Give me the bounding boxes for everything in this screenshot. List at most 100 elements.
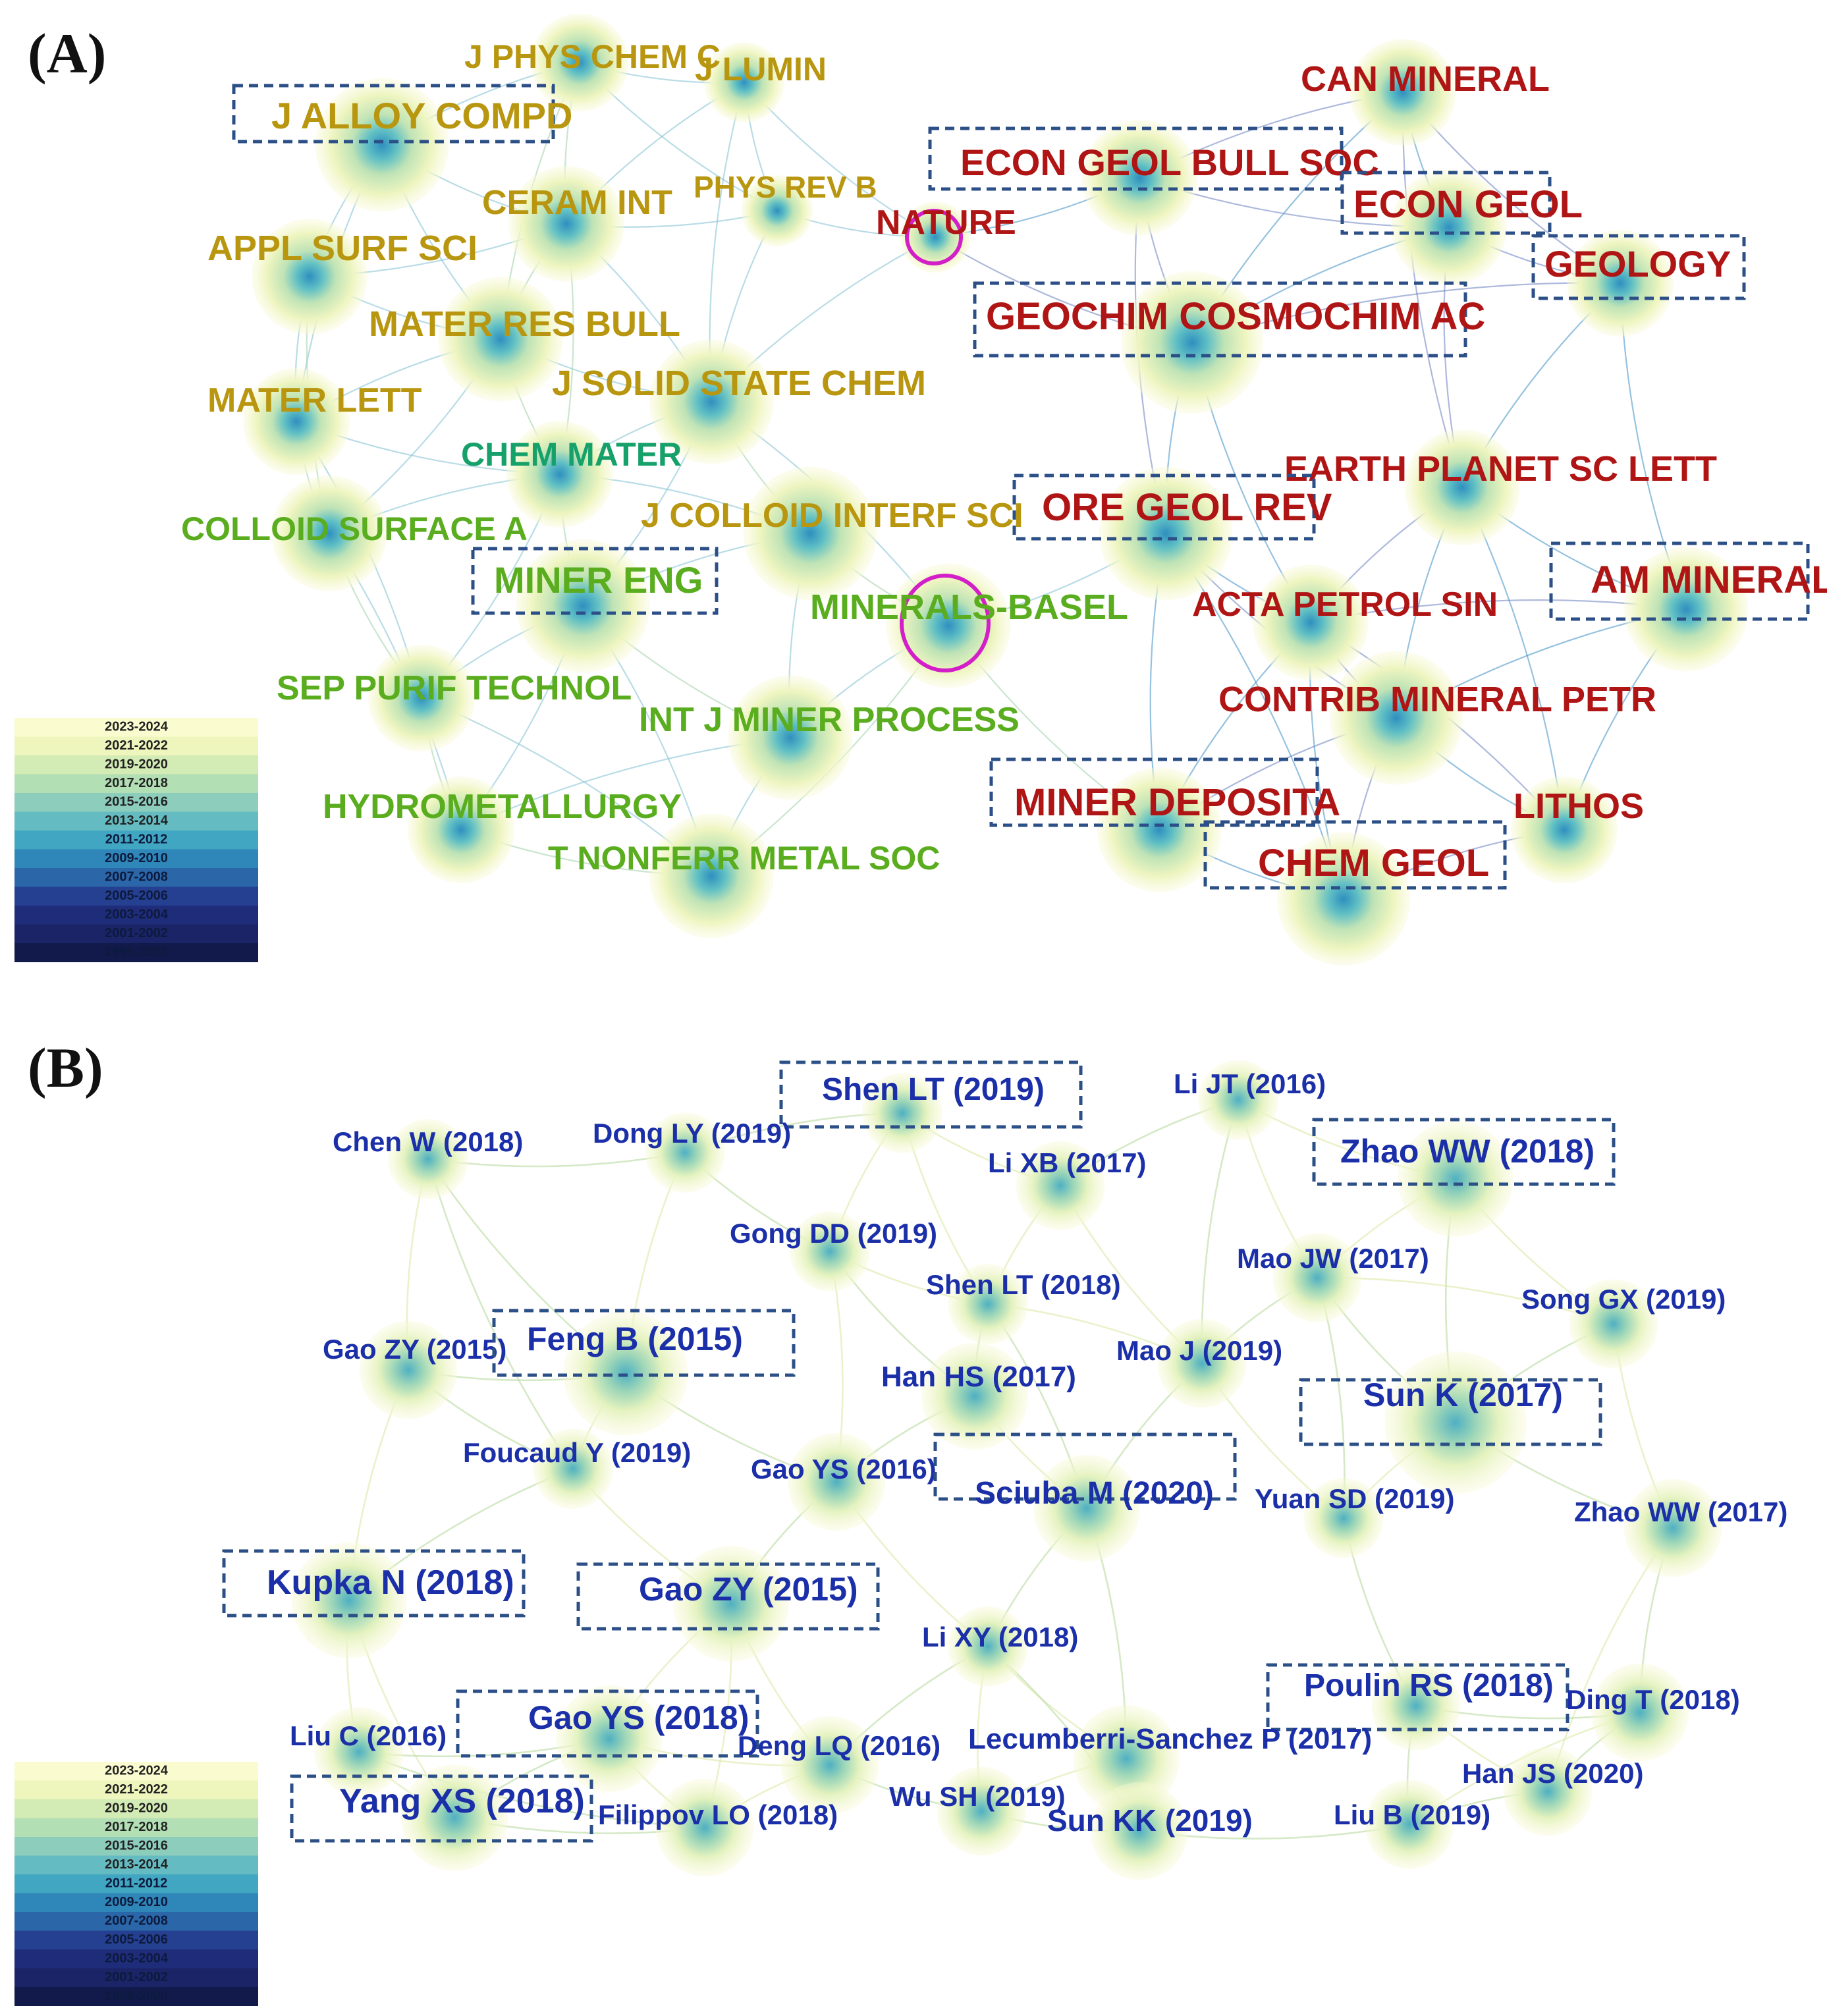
node-label-contrib-mineral-petr: CONTRIB MINERAL PETR bbox=[1218, 680, 1656, 719]
node-label-j-alloy-compd: J ALLOY COMPD bbox=[271, 95, 572, 136]
network-node bbox=[533, 1429, 613, 1509]
panel-b-year-legend: 2023-2024 2021-2022 2019-2020 2017-2018 2015… bbox=[14, 1762, 258, 2006]
legend-swatch bbox=[14, 736, 258, 756]
node-label-zhao-ww-2017: Zhao WW (2017) bbox=[1574, 1496, 1787, 1527]
network-node bbox=[1567, 230, 1674, 337]
node-label-sun-k-2017: Sun K (2017) bbox=[1363, 1376, 1563, 1413]
panel-a-year-legend: 2023-2024 2021-2022 2019-2020 2017-2018 2015… bbox=[14, 718, 258, 962]
network-node bbox=[1591, 1663, 1689, 1762]
magenta-highlight-ring bbox=[905, 209, 963, 265]
node-label-chem-mater: CHEM MATER bbox=[461, 436, 682, 473]
legend-label: 2005-2006 bbox=[105, 888, 168, 903]
node-label-mater-lett: MATER LETT bbox=[207, 381, 422, 420]
network-node bbox=[655, 1778, 754, 1877]
legend-swatch bbox=[14, 1968, 258, 1988]
network-node bbox=[388, 1119, 468, 1199]
legend-label: 2023-2024 bbox=[105, 719, 169, 734]
node-label-minerals-basel: MINERALS-BASEL bbox=[810, 587, 1128, 627]
panel-a-letter: (A) bbox=[28, 22, 106, 85]
legend-label: 2009-2010 bbox=[105, 851, 168, 865]
legend-label: 2001-2002 bbox=[105, 926, 168, 940]
network-node bbox=[649, 813, 774, 939]
network-node bbox=[743, 466, 877, 601]
network-node bbox=[314, 1707, 404, 1797]
node-label-j-phys-chem-c: J PHYS CHEM C bbox=[464, 38, 721, 75]
legend-label: 2003-2004 bbox=[105, 907, 169, 921]
network-node bbox=[243, 368, 350, 475]
node-label-ding-t-2018: Ding T (2018) bbox=[1566, 1684, 1740, 1715]
panel-a-nodes bbox=[243, 13, 1749, 966]
legend-label: 2011-2012 bbox=[105, 1876, 168, 1890]
network-edge bbox=[358, 1751, 705, 1829]
node-label-chen-w-2018: Chen W (2018) bbox=[333, 1126, 523, 1157]
node-label-wu-sh-2019: Wu SH (2019) bbox=[889, 1781, 1066, 1812]
node-label-feng-b-2015: Feng B (2015) bbox=[527, 1321, 743, 1357]
network-node bbox=[1033, 1455, 1140, 1562]
legend-swatch bbox=[14, 1912, 258, 1931]
node-label-dong-ly-2019: Dong LY (2019) bbox=[593, 1118, 791, 1149]
network-node bbox=[1016, 1141, 1105, 1230]
network-node bbox=[1329, 651, 1463, 785]
network-node bbox=[516, 539, 650, 673]
node-label-liu-c-2016: Liu C (2016) bbox=[290, 1720, 447, 1751]
legend-swatch bbox=[14, 1799, 258, 1818]
legend-swatch bbox=[14, 906, 258, 925]
highlight-box bbox=[1340, 171, 1552, 235]
network-edge bbox=[427, 1158, 574, 1469]
legend-label: 2007-2008 bbox=[105, 1913, 168, 1928]
network-node bbox=[728, 675, 853, 800]
legend-label: 2007-2008 bbox=[105, 869, 168, 884]
network-node bbox=[1398, 1121, 1513, 1237]
panel-b-labels: Shen LT (2019) Li JT (2016) Chen W (2018) D… bbox=[222, 1060, 1787, 1843]
network-node bbox=[1099, 466, 1233, 601]
node-label-gao-ys-2018: Gao YS (2018) bbox=[528, 1699, 749, 1736]
network-node bbox=[1272, 1233, 1362, 1322]
network-node bbox=[408, 776, 514, 883]
node-label-mater-res-bull: MATER RES BULL bbox=[369, 304, 680, 344]
node-label-lecumberri-sanchez-p-2017: Lecumberri-Sanchez P (2017) bbox=[968, 1723, 1372, 1755]
node-label-nature: NATURE bbox=[876, 204, 1016, 242]
legend-label: 2021-2022 bbox=[105, 738, 168, 753]
legend-swatch bbox=[14, 1874, 258, 1893]
network-node bbox=[506, 421, 613, 528]
node-label-ore-geol-rev: ORE GEOL REV bbox=[1042, 486, 1332, 529]
node-label-sun-kk-2019: Sun KK (2019) bbox=[1047, 1803, 1253, 1838]
node-label-gong-dd-2019: Gong DD (2019) bbox=[730, 1218, 937, 1249]
highlight-box bbox=[989, 757, 1319, 827]
legend-label: 2019-2020 bbox=[105, 757, 168, 771]
network-node bbox=[1404, 429, 1520, 545]
node-label-li-xb-2017: Li XB (2017) bbox=[988, 1147, 1146, 1178]
legend-label: 2015-2016 bbox=[105, 1838, 168, 1853]
node-label-hydrometallurgy: HYDROMETALLURGY bbox=[323, 788, 682, 826]
network-node bbox=[401, 1764, 508, 1871]
network-node bbox=[315, 78, 449, 212]
legend-swatch bbox=[14, 1837, 258, 1856]
network-node bbox=[1276, 832, 1411, 966]
node-label-geochim-cosmochim-ac: GEOCHIM COSMOCHIM AC bbox=[986, 295, 1485, 338]
network-node bbox=[1198, 1060, 1278, 1140]
node-label-sciuba-m-2020: Sciuba M (2020) bbox=[975, 1476, 1214, 1511]
legend-swatch bbox=[14, 831, 258, 850]
node-label-poulin-rs-2018: Poulin RS (2018) bbox=[1304, 1668, 1554, 1703]
legend-swatch bbox=[14, 1893, 258, 1913]
network-node bbox=[921, 1343, 1028, 1450]
node-label-int-j-miner-process: INT J MINER PROCESS bbox=[639, 701, 1020, 739]
node-label-acta-petrol-sin: ACTA PETROL SIN bbox=[1192, 586, 1498, 624]
network-node bbox=[780, 1716, 879, 1814]
legend-swatch bbox=[14, 924, 258, 944]
highlight-box bbox=[973, 281, 1467, 358]
network-node bbox=[1623, 1479, 1722, 1577]
legend-swatch bbox=[14, 718, 258, 737]
node-label-shen-lt-2018: Shen LT (2018) bbox=[926, 1269, 1121, 1300]
legend-swatch bbox=[14, 793, 258, 812]
node-label-filippov-lo-2018: Filippov LO (2018) bbox=[598, 1799, 838, 1830]
network-node bbox=[508, 166, 624, 282]
node-label-j-colloid-interf-sci: J COLLOID INTERF SCI bbox=[641, 497, 1023, 535]
node-label-colloid-surface-a: COLLOID SURFACE A bbox=[181, 510, 528, 547]
node-label-geology: GEOLOGY bbox=[1544, 243, 1731, 285]
network-node bbox=[252, 219, 368, 335]
network-node bbox=[1303, 1478, 1384, 1558]
node-label-appl-surf-sci: APPL SURF SCI bbox=[207, 229, 477, 268]
panel-b-nodes bbox=[291, 1060, 1722, 1880]
node-label-gao-ys-2016: Gao YS (2016) bbox=[751, 1454, 937, 1485]
